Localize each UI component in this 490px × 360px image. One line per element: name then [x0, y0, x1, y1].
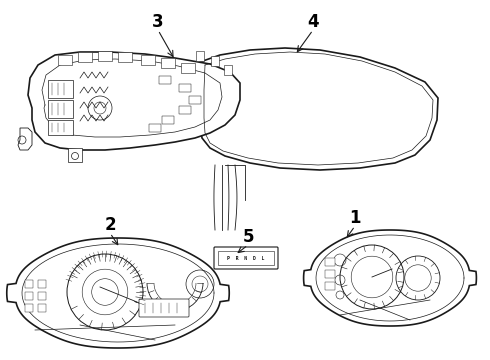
Bar	[325, 258, 335, 266]
Polygon shape	[7, 238, 229, 348]
Bar	[58, 55, 72, 65]
Bar	[161, 58, 175, 68]
Bar	[189, 96, 201, 104]
Text: 3: 3	[152, 13, 164, 31]
Polygon shape	[68, 148, 82, 162]
Bar	[162, 116, 174, 124]
Polygon shape	[200, 48, 438, 170]
Text: P  R  N  D  L: P R N D L	[227, 256, 265, 261]
Bar	[78, 52, 92, 62]
Bar	[141, 55, 155, 65]
Bar	[48, 120, 73, 135]
Bar	[218, 251, 274, 265]
Bar	[325, 282, 335, 290]
Bar	[179, 106, 191, 114]
FancyBboxPatch shape	[214, 247, 278, 269]
Text: 2: 2	[104, 216, 116, 234]
Bar	[25, 280, 33, 288]
Text: 5: 5	[242, 228, 254, 246]
Bar	[196, 51, 204, 61]
Polygon shape	[18, 128, 32, 150]
Bar	[48, 100, 73, 118]
Bar	[179, 84, 191, 92]
Text: 4: 4	[307, 13, 319, 31]
FancyBboxPatch shape	[139, 299, 189, 317]
Bar	[98, 51, 112, 61]
Bar	[25, 292, 33, 300]
Bar	[211, 56, 219, 66]
Bar	[25, 304, 33, 312]
Bar	[48, 80, 73, 98]
Bar	[38, 304, 46, 312]
Bar	[149, 124, 161, 132]
Text: 1: 1	[349, 209, 361, 227]
Bar	[325, 270, 335, 278]
Bar	[38, 280, 46, 288]
Polygon shape	[28, 52, 240, 150]
Polygon shape	[304, 230, 476, 326]
Bar	[38, 292, 46, 300]
Bar	[118, 52, 132, 62]
Bar	[224, 65, 232, 75]
Bar	[181, 63, 195, 73]
Bar	[159, 76, 171, 84]
